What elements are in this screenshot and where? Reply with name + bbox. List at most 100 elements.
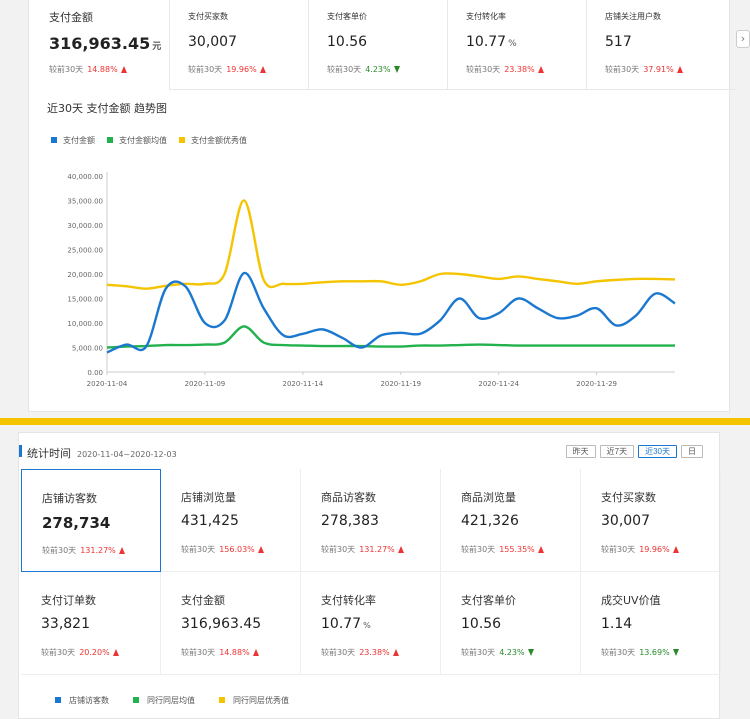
range-day-button[interactable]: 日 [681, 445, 703, 458]
y-tick-label: 30,000.00 [67, 222, 103, 230]
arrow-up-icon [112, 649, 119, 656]
arrow-up-icon [120, 66, 127, 73]
kpi-unit-price[interactable]: 支付客单价 10.56 较前30天 4.23% [327, 0, 447, 90]
bottom-legend: 店铺访客数 同行同层均值 同行同层优秀值 [55, 695, 289, 706]
chevron-right-icon[interactable]: › [736, 30, 750, 48]
kpi-label: 支付客单价 [327, 12, 367, 21]
range-7days-button[interactable]: 近7天 [599, 445, 635, 458]
metric-card[interactable]: 商品浏览量 421,326 较前30天 155.35% [441, 469, 581, 572]
metric-card[interactable]: 店铺访客数 278,734 较前30天 131.27% [21, 469, 161, 572]
y-tick-label: 10,000.00 [67, 320, 103, 328]
trend-chart: 0.00 5,000.00 10,000.00 15,000.00 20,000.00 2… [67, 172, 676, 388]
legend-item[interactable]: 同行同层优秀值 [219, 695, 289, 706]
legend-item[interactable]: 店铺访客数 [55, 695, 109, 706]
kpi-label: 店铺关注用户数 [605, 12, 661, 21]
top-panel: 支付金额 316,963.45 元 较前30天 14.88% 支付买家数 30,00… [28, 0, 750, 412]
kpi-value: 517 [605, 34, 632, 50]
stats-title: 统计时间 2020-11-04~2020-12-03 [27, 447, 177, 460]
arrow-up-icon [537, 546, 544, 553]
metric-label: 商品访客数 [321, 491, 376, 504]
range-yesterday-button[interactable]: 昨天 [565, 445, 596, 458]
arrow-up-icon [259, 66, 266, 73]
y-tick-label: 15,000.00 [67, 296, 103, 304]
arrow-up-icon [676, 66, 683, 73]
kpi-followers[interactable]: 店铺关注用户数 517 较前30天 37.91% [605, 0, 725, 90]
x-tick-label: 2020-11-04 [87, 380, 128, 388]
metric-card[interactable]: 成交UV价值 1.14 较前30天 13.69% [581, 572, 721, 675]
arrow-down-icon [672, 649, 679, 656]
metric-value: 10.77% [321, 616, 371, 632]
divider [586, 0, 587, 90]
metric-label: 支付买家数 [601, 491, 656, 504]
metric-compare: 较前30天 4.23% [461, 647, 534, 658]
arrow-up-icon [392, 649, 399, 656]
metric-label: 店铺访客数 [42, 492, 97, 505]
metric-value: 33,821 [41, 616, 90, 632]
divider [308, 0, 309, 90]
metrics-grid: 店铺访客数 278,734 较前30天 131.27% 店铺浏览量 431,425 较前30… [21, 469, 721, 675]
kpi-compare: 较前30天 23.38% [466, 64, 544, 75]
divider [169, 0, 170, 90]
metric-label: 成交UV价值 [601, 594, 661, 607]
x-tick-label: 2020-11-09 [185, 380, 226, 388]
metric-label: 商品浏览量 [461, 491, 516, 504]
metric-compare: 较前30天 13.69% [601, 647, 679, 658]
x-tick-label: 2020-11-24 [478, 380, 519, 388]
metric-value: 431,425 [181, 513, 239, 529]
metric-card[interactable]: 支付订单数 33,821 较前30天 20.20% [21, 572, 161, 675]
y-tick-label: 5,000.00 [72, 345, 103, 353]
metric-card[interactable]: 店铺浏览量 431,425 较前30天 156.03% [161, 469, 301, 572]
metric-label: 支付金额 [181, 594, 225, 607]
kpi-pay-amount[interactable]: 支付金额 316,963.45 元 较前30天 14.88% [49, 0, 169, 90]
legend-item[interactable]: 同行同层均值 [133, 695, 195, 706]
kpi-compare: 较前30天 4.23% [327, 64, 400, 75]
metric-card[interactable]: 支付金额 316,963.45 较前30天 14.88% [161, 572, 301, 675]
arrow-down-icon [527, 649, 534, 656]
series-line-0 [106, 271, 676, 354]
stats-panel: 统计时间 2020-11-04~2020-12-03 昨天 近7天 近30天 日 … [18, 432, 721, 719]
y-tick-label: 0.00 [87, 369, 103, 377]
section-divider [0, 418, 750, 425]
arrow-up-icon [252, 649, 259, 656]
kpi-label: 支付买家数 [188, 12, 228, 21]
arrow-up-icon [397, 546, 404, 553]
metric-card[interactable]: 支付买家数 30,007 较前30天 19.96% [581, 469, 721, 572]
kpi-conversion[interactable]: 支付转化率 10.77% 较前30天 23.38% [466, 0, 586, 90]
metric-value: 316,963.45 [181, 616, 262, 632]
metric-card[interactable]: 支付客单价 10.56 较前30天 4.23% [441, 572, 581, 675]
metric-label: 支付订单数 [41, 594, 96, 607]
metric-value: 10.56 [461, 616, 502, 632]
arrow-down-icon [393, 66, 400, 73]
y-tick-label: 35,000.00 [67, 198, 103, 206]
trend-chart-title: 近30天 支付金额 趋势图 [47, 102, 167, 115]
metric-card[interactable]: 支付转化率 10.77% 较前30天 23.38% [301, 572, 441, 675]
metric-compare: 较前30天 19.96% [601, 544, 679, 555]
kpi-value: 10.77% [466, 34, 517, 50]
kpi-value: 10.56 [327, 34, 368, 50]
legend-item[interactable]: 支付金额优秀值 [179, 135, 247, 146]
arrow-up-icon [672, 546, 679, 553]
metric-compare: 较前30天 20.20% [41, 647, 119, 658]
arrow-up-icon [537, 66, 544, 73]
metric-value: 278,734 [42, 514, 111, 532]
y-tick-label: 40,000.00 [67, 173, 103, 181]
legend-item[interactable]: 支付金额 [51, 135, 95, 146]
metric-label: 店铺浏览量 [181, 491, 236, 504]
metric-card[interactable]: 商品访客数 278,383 较前30天 131.27% [301, 469, 441, 572]
kpi-value: 30,007 [188, 34, 237, 50]
metric-compare: 较前30天 156.03% [181, 544, 264, 555]
kpi-compare: 较前30天 19.96% [188, 64, 266, 75]
kpi-compare: 较前30天 37.91% [605, 64, 683, 75]
x-tick-label: 2020-11-19 [380, 380, 421, 388]
x-tick-label: 2020-11-14 [283, 380, 324, 388]
metric-label: 支付客单价 [461, 594, 516, 607]
metric-value: 1.14 [601, 616, 633, 632]
chart-legend: 支付金额 支付金额均值 支付金额优秀值 [51, 135, 247, 146]
range-30days-button[interactable]: 近30天 [638, 445, 677, 458]
legend-item[interactable]: 支付金额均值 [107, 135, 167, 146]
y-tick-label: 25,000.00 [67, 247, 103, 255]
kpi-buyers[interactable]: 支付买家数 30,007 较前30天 19.96% [188, 0, 308, 90]
series-line-1 [106, 325, 675, 349]
top-kpi-row: 支付金额 316,963.45 元 较前30天 14.88% 支付买家数 30,00… [29, 0, 737, 90]
